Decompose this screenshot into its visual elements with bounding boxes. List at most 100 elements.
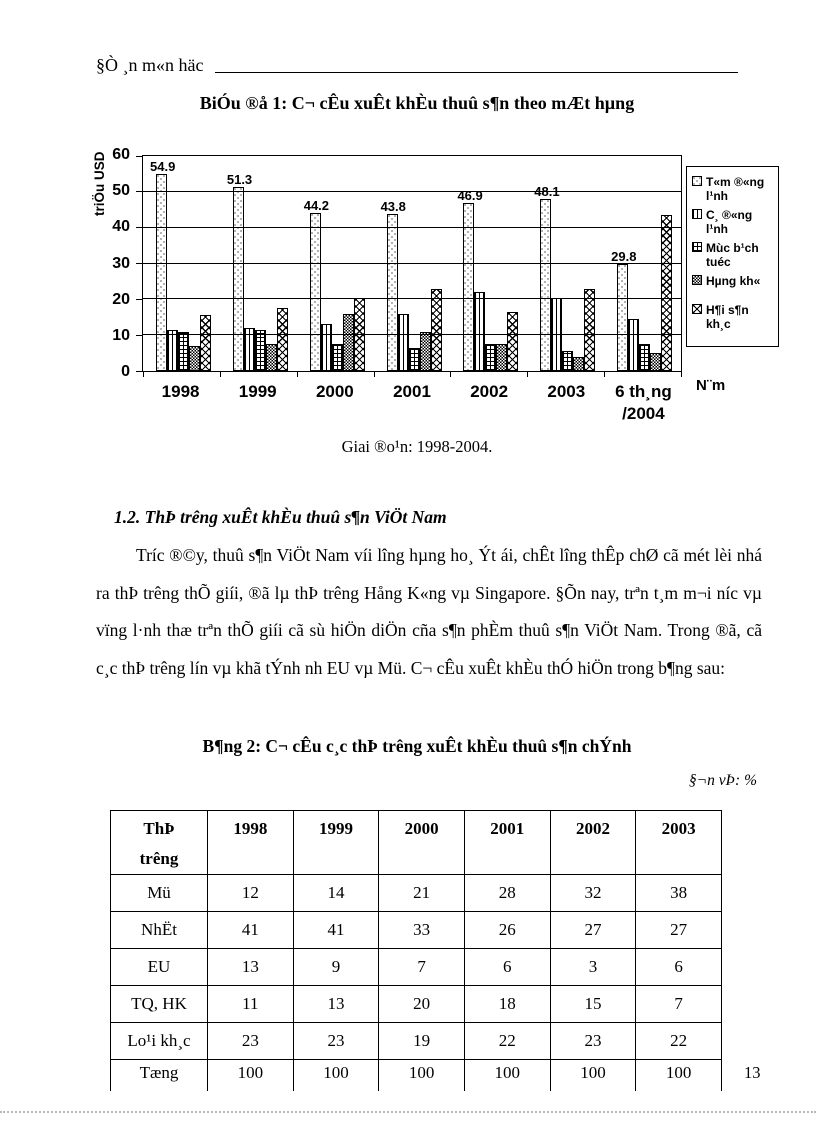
- x-axis-category: 2001: [393, 382, 431, 401]
- bar-H¶i-s¶n-kh¸c: [507, 311, 519, 371]
- legend-item: H¶i s¶n kh¸c: [692, 303, 775, 331]
- bar-T«m-®«ng-l¹nh: 44.2: [304, 198, 329, 371]
- table-header-cell: 2000: [378, 810, 465, 875]
- bar-group: 43.8: [374, 156, 451, 371]
- x-axis-title: N¨m: [696, 377, 726, 394]
- doc-header-text: §Ò ¸n m«n häc: [96, 55, 204, 75]
- table-header-cell: 1998: [207, 810, 294, 875]
- table-title: B¶ng 2: C¬ cÊu c¸c thÞ trêng xuÊt khÈu t…: [202, 736, 632, 756]
- table-cell: 100: [463, 1059, 551, 1091]
- table-cell: 6: [463, 948, 551, 986]
- bar-T«m-®«ng-l¹nh: 54.9: [150, 159, 175, 371]
- bar-value-label: 54.9: [150, 159, 176, 175]
- bar-C¸-®«ng-l¹nh: [167, 329, 178, 371]
- table-cell: TQ, HK: [110, 985, 208, 1023]
- bar-value-label: 51.3: [226, 172, 253, 188]
- bar-Hµng-kh«: [419, 331, 431, 371]
- header-underline: [215, 72, 738, 73]
- bar-H¶i-s¶n-kh¸c: [584, 288, 596, 371]
- market-share-table: ThÞ trêng 1998 1999 2000 2001 2002 2003 Mü 12 14…: [110, 810, 722, 1091]
- x-tick-mark: [527, 371, 529, 377]
- bar-group: 46.9: [450, 156, 527, 371]
- x-tick-mark: [604, 371, 606, 377]
- bar-T«m-®«ng-l¹nh: 48.1: [534, 184, 560, 371]
- y-tick-label: 0: [121, 363, 130, 380]
- y-axis-label: triÖu USD: [92, 151, 107, 216]
- bar-Mùc-b¹ch-tuéc: [178, 331, 189, 371]
- bar-group: 44.2: [297, 156, 374, 371]
- table-cell: 100: [549, 1059, 637, 1091]
- table-cell: 32: [549, 874, 637, 912]
- table-cell: 100: [207, 1059, 294, 1091]
- legend-label: Mùc b¹ch tuéc: [706, 241, 759, 269]
- gridline: [143, 298, 681, 300]
- doc-header: §Ò ¸n m«n häc: [96, 55, 738, 76]
- table-header-cell: 1999: [292, 810, 380, 875]
- bar-Mùc-b¹ch-tuéc: [408, 347, 420, 371]
- x-tick-mark: [219, 371, 221, 377]
- legend-item: Mùc b¹ch tuéc: [692, 241, 775, 269]
- bar-C¸-®«ng-l¹nh: [628, 319, 640, 371]
- x-axis-category: 6 th¸ng /2004: [615, 382, 672, 423]
- y-tick-mark: [136, 155, 143, 157]
- bar-group: 51.3: [220, 156, 297, 371]
- table-head: ThÞ trêng 1998 1999 2000 2001 2002 2003: [110, 810, 722, 875]
- bar-value-label: 44.2: [303, 197, 330, 213]
- table-cell: NhËt: [110, 911, 208, 949]
- bar-T«m-®«ng-l¹nh: 51.3: [227, 172, 252, 371]
- table-cell: Mü: [110, 874, 208, 912]
- bar-Mùc-b¹ch-tuéc: [639, 344, 651, 371]
- legend-marker: [692, 242, 702, 252]
- bar-Hµng-kh«: [496, 344, 508, 371]
- table-header-cell: ThÞ trêng: [110, 810, 208, 875]
- bar-C¸-®«ng-l¹nh: [397, 313, 409, 371]
- table-header-row: ThÞ trêng 1998 1999 2000 2001 2002 2003: [110, 810, 722, 875]
- table-row: Lo¹i kh¸c 23 23 19 22 23 22: [110, 1022, 722, 1060]
- bar-value-label: 43.8: [380, 199, 406, 215]
- table-row: Tæng 100 100 100 100 100 100: [110, 1059, 722, 1091]
- x-axis-category: 2002: [470, 382, 509, 401]
- chart-legend: T«m ®«ng l¹nh C¸ ®«ng l¹nh Mùc b¹ch tuéc Hµ…: [686, 166, 779, 347]
- y-tick-mark: [136, 191, 143, 193]
- table-row: Mü 12 14 21 28 32 38: [110, 874, 722, 912]
- bar-value-label: 29.8: [611, 249, 637, 265]
- x-axis-labels: 1998 1999 2000 2001 2002 2003 6 th¸ng /2004: [142, 381, 682, 425]
- bar-H¶i-s¶n-kh¸c: [430, 288, 442, 371]
- bar-T«m-®«ng-l¹nh: 29.8: [611, 249, 636, 371]
- table-unit-label: §¬n vÞ: %: [688, 772, 757, 789]
- table-cell: 23: [292, 1022, 380, 1060]
- bar-Mùc-b¹ch-tuéc: [485, 344, 497, 371]
- table-cell: 11: [207, 985, 294, 1023]
- legend-item: T«m ®«ng l¹nh: [692, 175, 775, 203]
- legend-marker: [692, 275, 702, 285]
- table-header-cell: 2001: [463, 810, 551, 875]
- table-cell: 38: [635, 874, 722, 912]
- bar-group: 48.1: [527, 156, 604, 371]
- table-cell: 23: [207, 1022, 294, 1060]
- y-tick-mark: [136, 370, 143, 372]
- x-axis-category: 1998: [161, 382, 200, 401]
- legend-marker: [692, 176, 702, 186]
- bar-group: 29.8: [604, 156, 681, 371]
- bar-Hµng-kh«: [573, 356, 585, 371]
- bar-Hµng-kh«: [265, 344, 277, 371]
- table-cell: 41: [207, 911, 294, 949]
- table-cell: 7: [635, 985, 722, 1023]
- legend-label: T«m ®«ng l¹nh: [706, 175, 765, 203]
- legend-marker: [692, 304, 702, 314]
- bar-C¸-®«ng-l¹nh: [243, 328, 255, 371]
- table-cell: 100: [378, 1059, 465, 1091]
- y-tick-mark: [136, 263, 143, 264]
- y-tick-mark: [136, 334, 143, 336]
- table-cell: 13: [292, 985, 380, 1023]
- legend-label: C¸ ®«ng l¹nh: [706, 208, 753, 236]
- table-cell: 27: [635, 911, 722, 949]
- x-tick-mark: [450, 371, 452, 377]
- x-axis-category: 1999: [238, 382, 277, 401]
- table-cell: 6: [635, 948, 722, 986]
- y-tick-label: 50: [112, 182, 130, 200]
- table-cell: 23: [549, 1022, 637, 1060]
- footer-divider: [0, 1111, 816, 1113]
- bar-C¸-®«ng-l¹nh: [474, 292, 486, 371]
